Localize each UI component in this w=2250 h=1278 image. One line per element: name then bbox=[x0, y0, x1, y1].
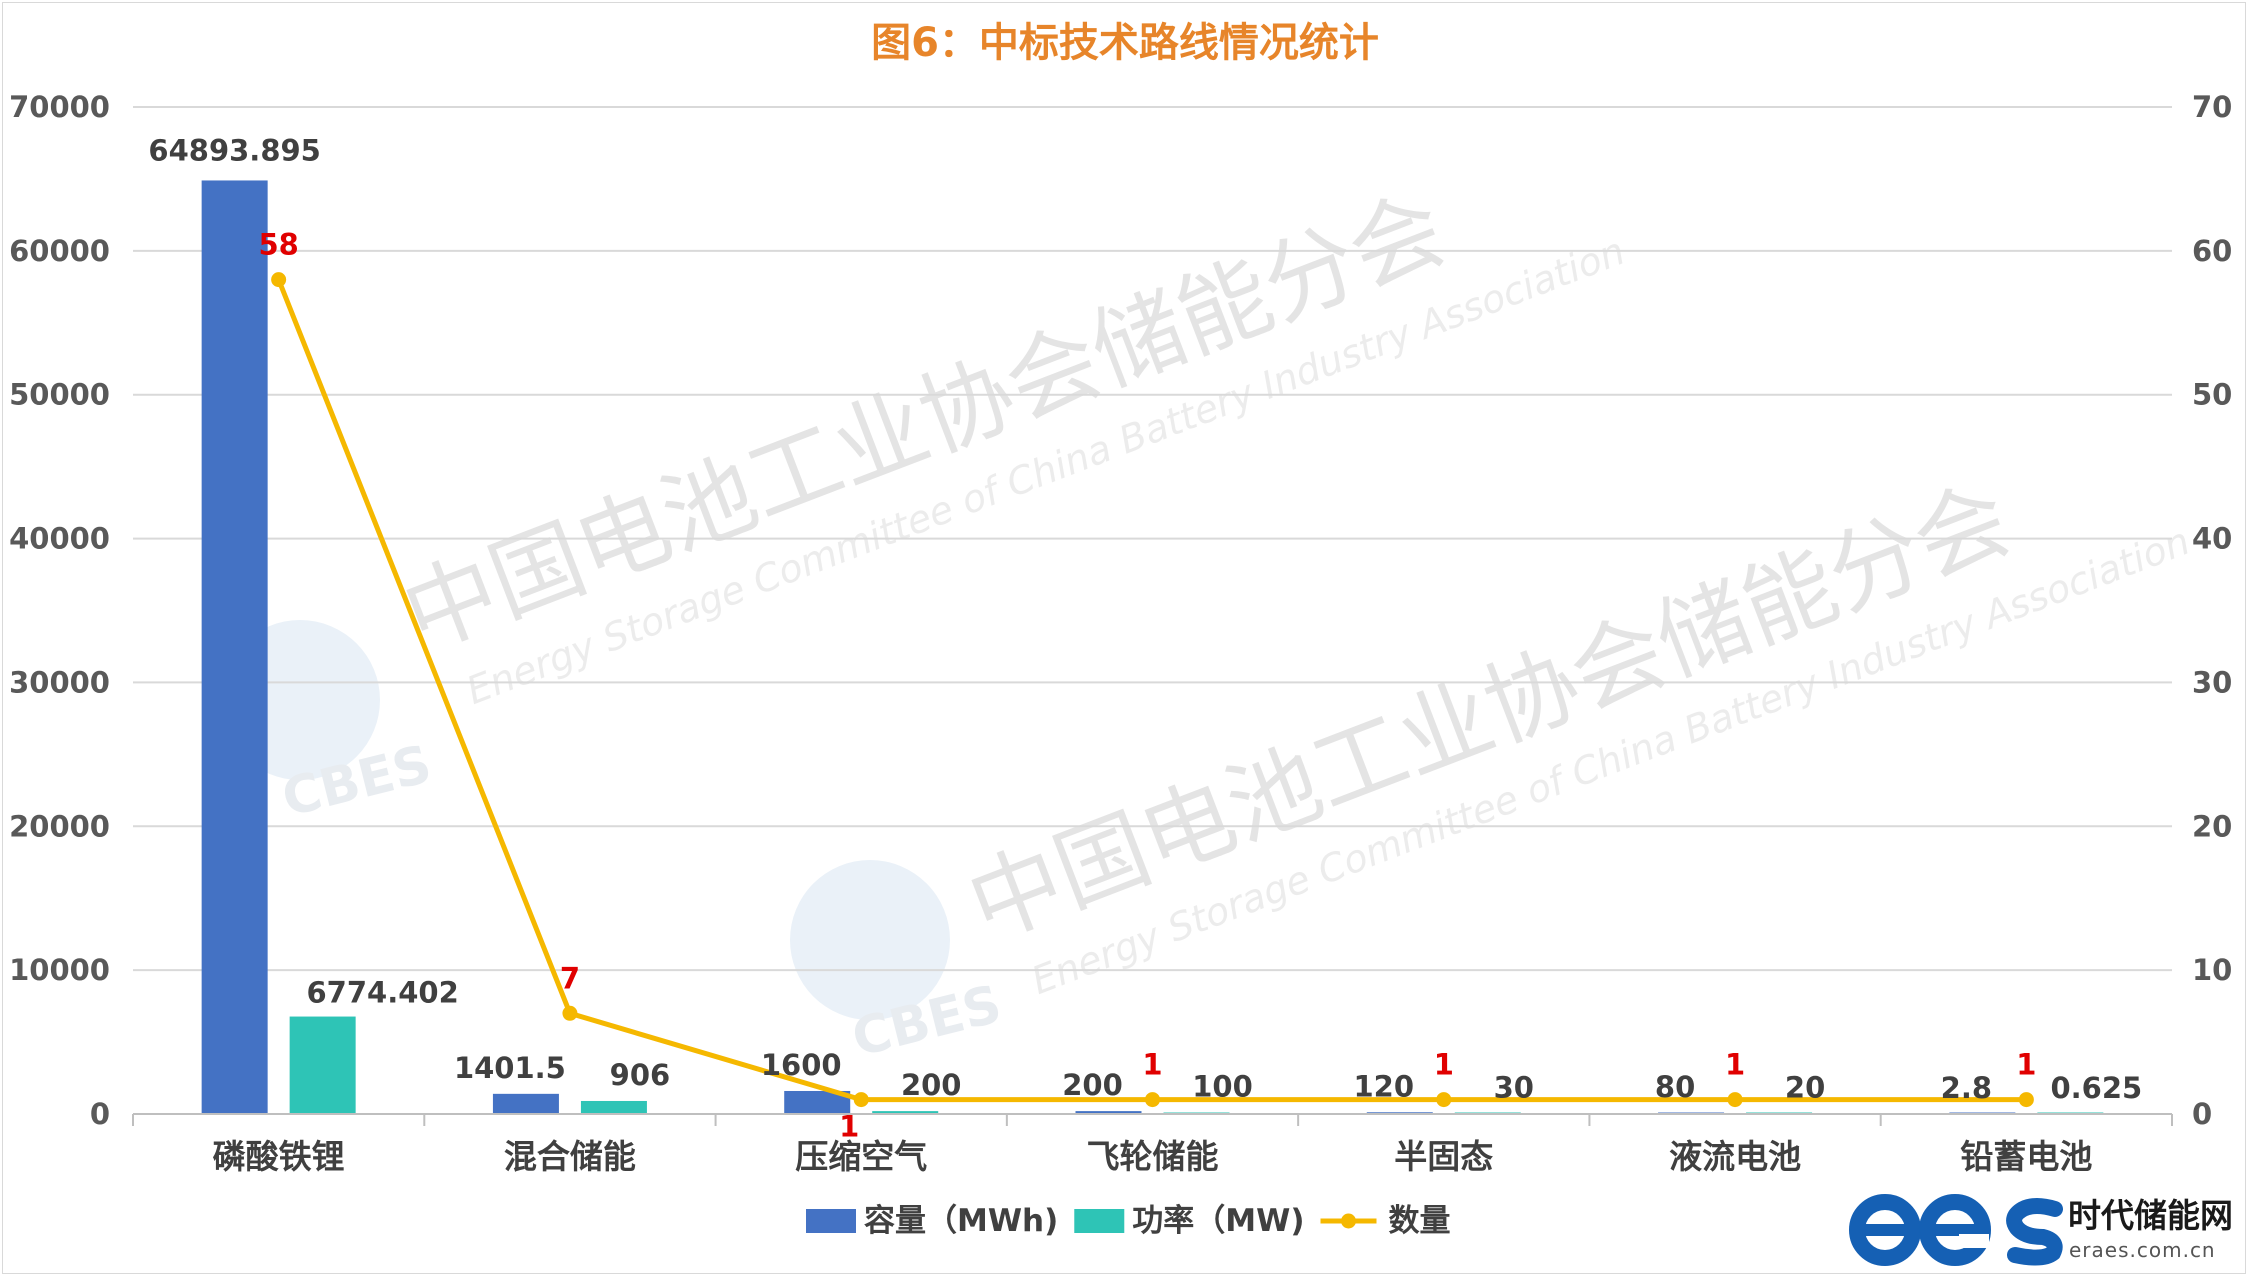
legend-label: 功率（MW) bbox=[1132, 1203, 1304, 1239]
brand-url: eraes.com.cn bbox=[2069, 1238, 2216, 1262]
legend-marker bbox=[1341, 1213, 1356, 1229]
bar-capacity bbox=[492, 1093, 559, 1114]
count-point bbox=[562, 1005, 578, 1021]
brand-logo: 时代储能网 eraes.com.cn bbox=[1849, 1194, 2233, 1266]
category-label: 铅蓄电池 bbox=[1960, 1137, 2092, 1176]
watermark-block-2: 中国电池工业协会储能分会 Energy Storage Committee of… bbox=[955, 465, 2196, 1003]
data-label-capacity: 80 bbox=[1655, 1070, 1695, 1104]
count-label: 1 bbox=[1725, 1048, 1745, 1082]
count-line bbox=[271, 272, 2034, 1108]
y-right-tick-label: 50 bbox=[2192, 378, 2232, 412]
data-label-power: 200 bbox=[901, 1068, 962, 1102]
chart-title: 图6：中标技术路线情况统计 bbox=[871, 20, 1379, 66]
bar-capacity bbox=[784, 1090, 851, 1114]
legend-label: 数量 bbox=[1389, 1203, 1451, 1239]
count-point bbox=[853, 1092, 869, 1108]
legend-label: 容量（MWh) bbox=[864, 1203, 1058, 1239]
category-label: 混合储能 bbox=[504, 1137, 636, 1176]
data-label-capacity: 200 bbox=[1062, 1068, 1123, 1102]
y-axis-right: 0 10 20 30 40 50 60 70 bbox=[2192, 90, 2232, 1131]
y-left-tick-label: 50000 bbox=[9, 378, 110, 412]
watermark-org-en-1: Energy Storage Committee of China Batter… bbox=[461, 229, 1631, 713]
y-right-tick-label: 40 bbox=[2192, 522, 2232, 556]
y-left-tick-label: 0 bbox=[90, 1097, 110, 1131]
gridlines bbox=[133, 106, 2172, 972]
y-left-tick-label: 10000 bbox=[9, 953, 110, 987]
y-left-tick-label: 40000 bbox=[9, 522, 110, 556]
y-right-tick-label: 70 bbox=[2192, 90, 2232, 124]
count-label: 58 bbox=[258, 228, 298, 262]
y-left-tick-label: 70000 bbox=[9, 90, 110, 124]
count-point bbox=[271, 272, 287, 288]
x-axis: 磷酸铁锂 混合储能 压缩空气 飞轮储能 半固态 液流电池 铅蓄电池 bbox=[132, 1113, 2173, 1176]
watermark-logo-circle-2 bbox=[790, 860, 950, 1020]
count-label: 1 bbox=[1434, 1048, 1454, 1082]
y-axis-left: 0 10000 20000 30000 40000 50000 60000 70000 bbox=[9, 90, 110, 1131]
watermark-block-1: 中国电池工业协会储能分会 Energy Storage Committee of… bbox=[390, 175, 1631, 713]
legend: 容量（MWh) 功率（MW) 数量 bbox=[806, 1203, 1451, 1239]
brand-name: 时代储能网 bbox=[2068, 1196, 2233, 1235]
data-label-power: 6774.402 bbox=[307, 976, 459, 1010]
category-label: 飞轮储能 bbox=[1087, 1137, 1219, 1176]
bar-power bbox=[580, 1100, 647, 1114]
category-label: 半固态 bbox=[1394, 1137, 1493, 1176]
y-right-tick-label: 60 bbox=[2192, 234, 2232, 268]
legend-swatch bbox=[1074, 1209, 1125, 1233]
data-label-power: 0.625 bbox=[2050, 1071, 2142, 1105]
legend-item: 容量（MWh) bbox=[806, 1203, 1058, 1239]
bar-power bbox=[289, 1016, 356, 1114]
category-label: 液流电池 bbox=[1669, 1137, 1801, 1176]
legend-swatch bbox=[806, 1209, 856, 1233]
count-point bbox=[1727, 1092, 1743, 1108]
bar-power bbox=[872, 1111, 939, 1114]
watermark-org-cn-1: 中国电池工业协会储能分会 bbox=[390, 175, 1459, 671]
category-label: 磷酸铁锂 bbox=[213, 1137, 345, 1176]
count-point bbox=[2018, 1092, 2034, 1108]
y-left-tick-label: 60000 bbox=[9, 234, 110, 268]
category-label: 压缩空气 bbox=[795, 1137, 927, 1176]
data-label-capacity: 2.8 bbox=[1941, 1071, 1992, 1105]
data-label-capacity: 1401.5 bbox=[454, 1051, 566, 1085]
count-label: 1 bbox=[1142, 1048, 1162, 1082]
data-label-capacity: 1600 bbox=[761, 1048, 842, 1082]
y-right-tick-label: 20 bbox=[2192, 809, 2232, 843]
count-label: 7 bbox=[560, 961, 580, 995]
bar-capacity bbox=[1075, 1111, 1142, 1114]
count-point bbox=[1145, 1092, 1160, 1108]
y-right-tick-label: 10 bbox=[2192, 953, 2232, 987]
data-label-capacity: 120 bbox=[1354, 1069, 1415, 1103]
count-point bbox=[1436, 1092, 1452, 1108]
y-right-tick-label: 0 bbox=[2192, 1097, 2212, 1131]
bars bbox=[201, 180, 2104, 1115]
bar-capacity bbox=[201, 180, 268, 1115]
y-left-tick-label: 30000 bbox=[9, 665, 110, 699]
watermark-org-en-2: Energy Storage Committee of China Batter… bbox=[1026, 519, 2196, 1003]
data-label-power: 20 bbox=[1785, 1071, 1825, 1105]
watermark: 中国电池工业协会储能分会 Energy Storage Committee of… bbox=[220, 175, 2196, 1069]
y-right-tick-label: 30 bbox=[2192, 665, 2232, 699]
data-label-capacity: 64893.895 bbox=[148, 133, 320, 167]
legend-item: 数量 bbox=[1320, 1203, 1451, 1239]
count-label: 1 bbox=[2016, 1048, 2036, 1082]
data-label-power: 30 bbox=[1494, 1071, 1534, 1105]
legend-item: 功率（MW) bbox=[1074, 1203, 1305, 1239]
count-label: 1 bbox=[839, 1110, 859, 1144]
data-label-power: 906 bbox=[610, 1058, 671, 1092]
data-label-power: 100 bbox=[1192, 1070, 1253, 1104]
y-left-tick-label: 20000 bbox=[9, 809, 110, 843]
ees-logo-icon bbox=[1849, 1194, 2063, 1266]
